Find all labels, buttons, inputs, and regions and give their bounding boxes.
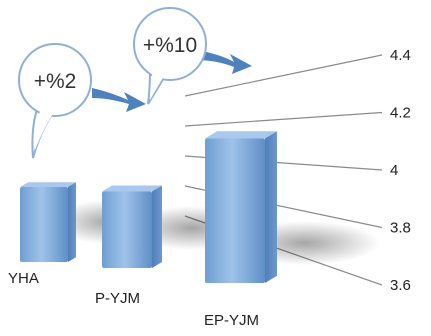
arrow-icon — [196, 50, 252, 74]
annotation-label: +%10 — [143, 34, 197, 57]
x-tick-label: EP-YJM — [204, 312, 259, 329]
bar — [205, 138, 265, 283]
y-tick-label: 4.2 — [390, 105, 411, 122]
bar — [20, 187, 68, 262]
callout-tail-fill — [150, 72, 164, 100]
annotation-label: +%2 — [34, 70, 77, 93]
y-tick-label: 4 — [390, 162, 398, 179]
callout-tail-fill — [35, 98, 60, 150]
bar — [102, 191, 152, 268]
bar-top — [205, 131, 277, 139]
x-tick-label: YHA — [8, 270, 39, 287]
y-axis: 4.4 4.2 4 3.8 3.6 — [390, 47, 411, 294]
bars — [20, 131, 277, 283]
gridline — [184, 54, 383, 97]
y-tick-label: 3.8 — [390, 220, 411, 237]
bar-top — [20, 182, 76, 187]
bar-top — [102, 185, 162, 192]
annotations: +%2 +%10 — [18, 7, 252, 159]
bar-side — [152, 185, 162, 268]
bar-side — [68, 182, 76, 262]
arrow-icon — [92, 88, 146, 112]
callout-bubble — [133, 7, 207, 81]
y-tick-label: 3.6 — [390, 277, 411, 294]
bar-side — [265, 131, 277, 283]
x-axis: YHA P-YJM EP-YJM — [8, 270, 259, 329]
callout-bubble — [18, 43, 92, 117]
gridline — [184, 111, 383, 127]
x-tick-label: P-YJM — [95, 290, 140, 307]
y-tick-label: 4.4 — [390, 47, 411, 64]
